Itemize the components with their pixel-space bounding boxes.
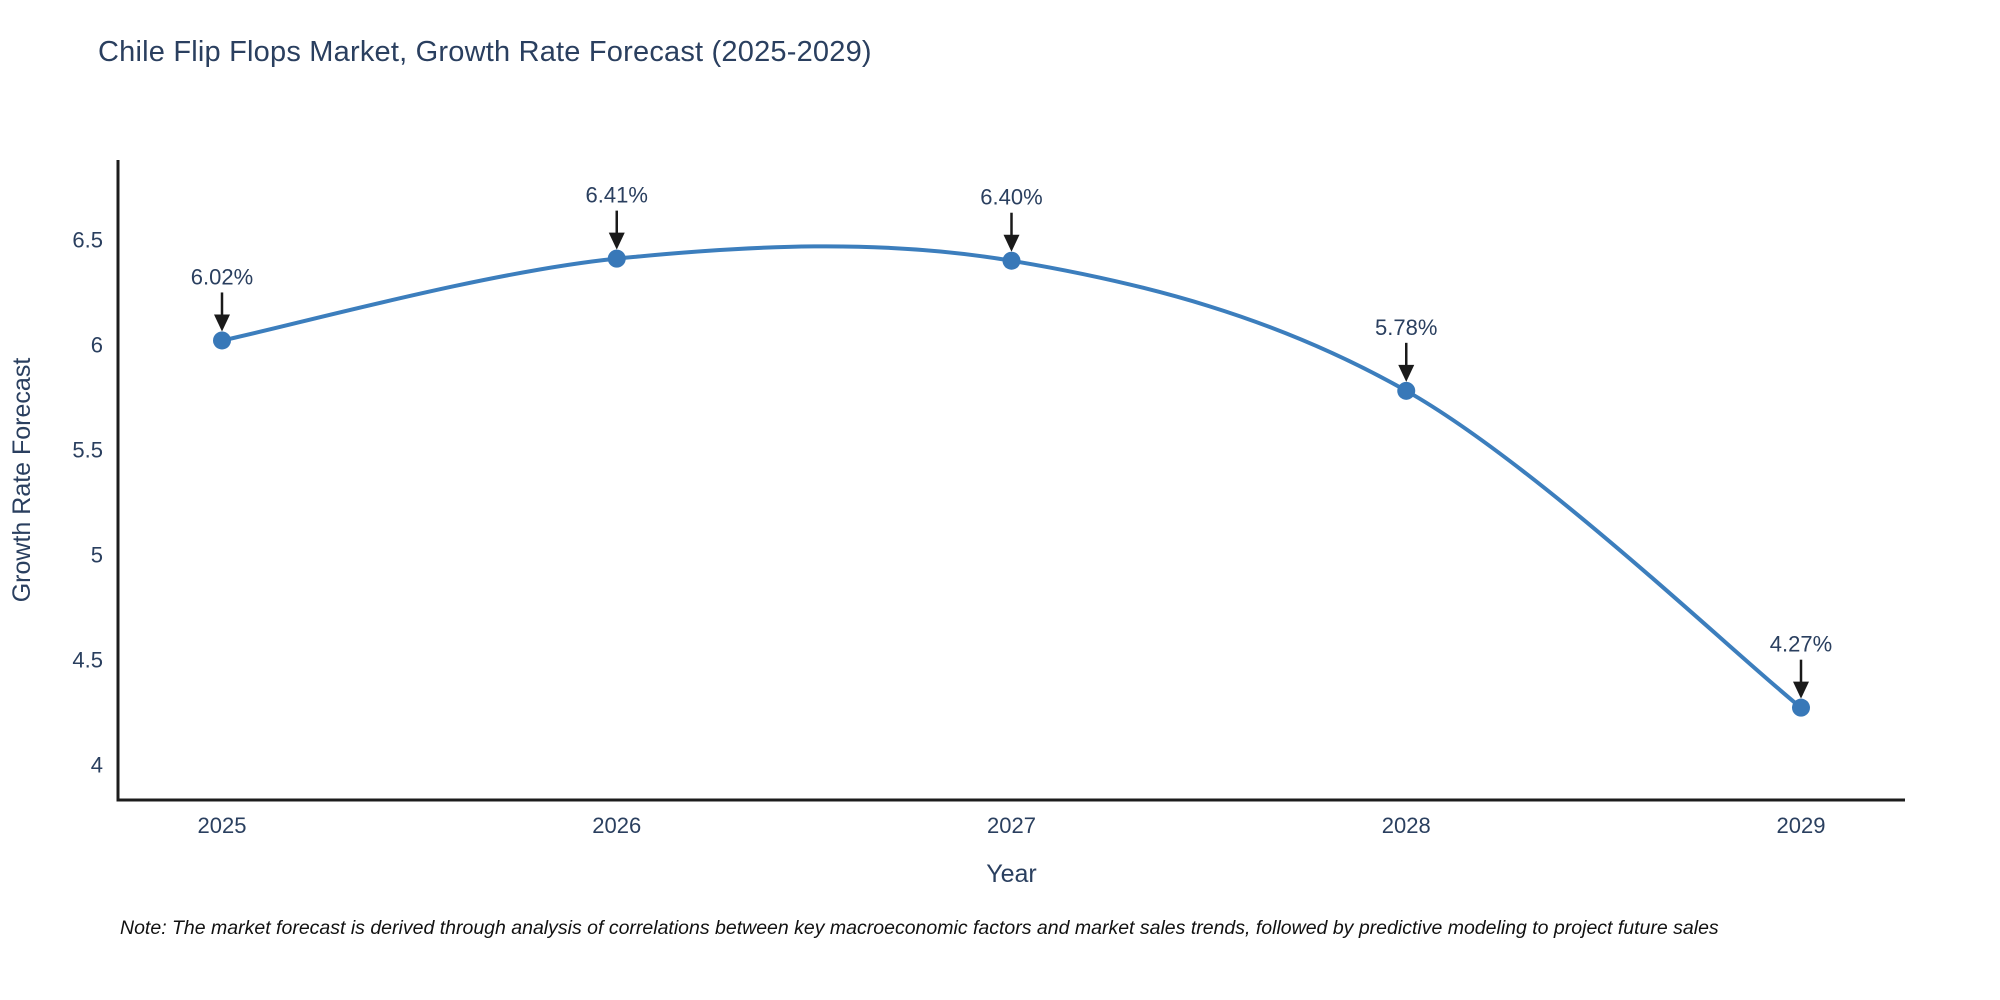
annotation-arrow-head [1398, 364, 1415, 382]
x-tick-label: 2025 [198, 813, 247, 838]
data-point-label: 6.02% [191, 264, 253, 289]
annotation-arrow-head [1003, 234, 1020, 252]
data-point-marker[interactable] [1792, 698, 1810, 717]
x-tick-label: 2028 [1382, 813, 1431, 838]
y-tick-label: 6.5 [72, 228, 103, 253]
y-tick-label: 6 [91, 333, 103, 358]
y-tick-label: 4.5 [72, 647, 103, 672]
data-point-label: 6.40% [980, 185, 1042, 210]
x-axis-title: Year [986, 860, 1037, 888]
x-tick-label: 2029 [1777, 813, 1826, 838]
chart-title: Chile Flip Flops Market, Growth Rate For… [98, 36, 872, 68]
x-tick-label: 2027 [987, 813, 1036, 838]
data-point-label: 4.27% [1770, 632, 1832, 657]
data-point-marker[interactable] [1397, 381, 1416, 400]
x-tick-label: 2026 [592, 813, 641, 838]
forecast-line-series [221, 244, 1803, 710]
data-point-marker[interactable] [213, 331, 231, 350]
data-point-label: 6.41% [586, 183, 648, 208]
y-axis-title: Growth Rate Forecast [8, 358, 36, 603]
y-tick-label: 5.5 [72, 438, 103, 463]
annotation-arrow-head [1793, 681, 1809, 699]
footnote: Note: The market forecast is derived thr… [120, 917, 1719, 939]
y-tick-label: 5 [91, 542, 103, 567]
data-point-marker[interactable] [607, 249, 626, 268]
data-point-marker[interactable] [1002, 251, 1021, 270]
y-tick-label: 4 [91, 752, 103, 777]
data-point-label: 5.78% [1375, 315, 1437, 340]
annotation-arrow-head [608, 232, 625, 250]
annotation-arrow-head [214, 314, 230, 332]
